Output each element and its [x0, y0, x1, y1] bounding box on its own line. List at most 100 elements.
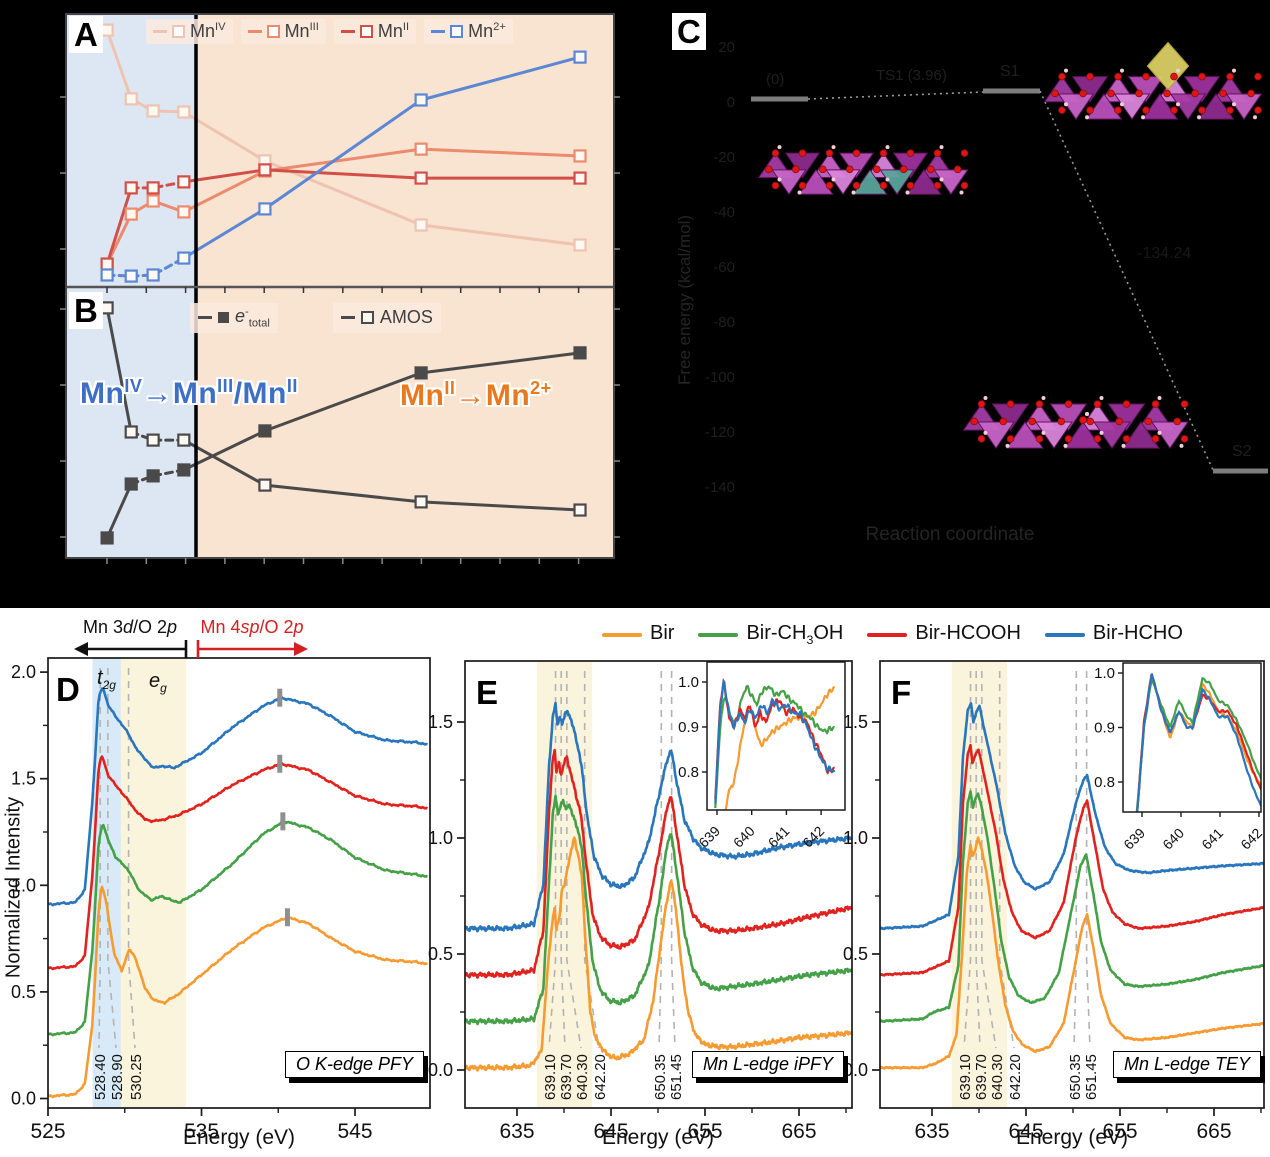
shaded-band [120, 658, 187, 1108]
yellow-octahedron [1146, 41, 1190, 91]
peak-value-label: 640.30 [989, 1054, 1006, 1100]
legend-label-amos: AMOS [379, 307, 433, 328]
mn4sp-o2p-label: Mn 4sp/O 2p [200, 617, 304, 637]
peak-dashed-line [107, 668, 117, 1049]
inset-ytick-label: 0.8 [678, 764, 699, 781]
data-point-marker [573, 238, 587, 252]
peak-dashed-line [975, 671, 981, 1049]
c-ytick-label: -80 [713, 314, 735, 331]
peak-value-label: 642.20 [592, 1054, 609, 1100]
legend-entry-bir-ch3oh: Bir-CH3OH [698, 622, 843, 647]
spectrum-Bir [880, 836, 1264, 1070]
data-point-marker [573, 346, 587, 360]
annotation-mn2-to-mn2plus: MnII→Mn2+ [400, 378, 552, 412]
ytick-label: 0.0 [428, 1060, 453, 1080]
annotation-mn4-to-mn3: MnIV→MnIII/MnII [80, 376, 298, 410]
data-point-marker [258, 478, 272, 492]
crystal-structure [962, 396, 1189, 450]
mn3d-arrowhead [74, 642, 88, 656]
bir-hcho-line-sample [1044, 632, 1085, 637]
data-point-marker [258, 202, 272, 216]
panelE_inset-background [707, 662, 845, 810]
peak-dashed-line [566, 671, 582, 1049]
level-label-s2: S2 [1232, 443, 1252, 460]
legend-label-bir: Bir [650, 622, 675, 644]
normalized-intensity-label: Normalized Intensity [2, 796, 25, 979]
mn2plus-line-sample [431, 30, 446, 33]
peak-value-label: 528.90 [109, 1054, 126, 1100]
data-point-marker [146, 433, 160, 447]
spectrum-Bir-HCHO [465, 701, 852, 933]
spectrum-Bir-CH3OH [465, 794, 852, 1026]
panel-a-legend: MnIV MnIII MnII Mn2+ [146, 19, 513, 44]
spectrum-Bir [465, 836, 852, 1072]
legend-label-bir-hcooh: Bir-HCOOH [915, 622, 1021, 644]
data-point-marker [100, 23, 114, 37]
panelD-frame [47, 657, 431, 1109]
energy-axis-label-d: Energy (eV) [182, 1126, 296, 1149]
xtick-label: 525 [30, 1120, 65, 1143]
peak-value-label: 642.20 [1007, 1054, 1024, 1100]
spectrum-Bir-HCOOH [48, 755, 428, 971]
legend-entry-mn4: MnIV [146, 19, 233, 44]
data-point-marker [414, 142, 428, 156]
energy-drop-annotation: -134.24 [1137, 245, 1191, 262]
spectrum-Bir-CH3OH [48, 820, 428, 1037]
mn2plus-marker-sample [450, 25, 464, 38]
c-ytick-label: 20 [718, 39, 735, 56]
ytick-label: 1.0 [843, 828, 868, 848]
legend-entry-mn2plus: Mn2+ [424, 19, 513, 44]
panel-a-letter: A [69, 16, 103, 53]
data-point-marker [573, 149, 587, 163]
c-ytick-label: -60 [713, 259, 735, 276]
spectrum-Bir-HCOOH [465, 748, 852, 979]
inset-ytick-label: 0.9 [678, 719, 699, 736]
bir-line-sample [602, 632, 642, 637]
c-ytick-label: -120 [705, 424, 735, 441]
peak-value-label: 639.10 [957, 1054, 974, 1100]
data-point-marker [414, 93, 428, 107]
inset-spectrum-Bir [724, 685, 836, 810]
ytick-label: 0.0 [11, 1089, 36, 1109]
bir-hcooh-line-sample [867, 632, 908, 637]
ytick-label: 1.0 [428, 828, 453, 848]
o-kedge-pfy-box: O K-edge PFY [285, 1051, 425, 1078]
spectrum-Bir [48, 885, 429, 1099]
bir-ch3oh-line-sample [698, 632, 739, 637]
mn4sp-arrowhead [294, 642, 308, 656]
data-point-marker [146, 194, 160, 208]
legend-label-mn4: MnIV [190, 21, 226, 41]
legend-label-bir-hcho: Bir-HCHO [1092, 622, 1183, 644]
ytick-label: 0.0 [843, 1060, 868, 1080]
data-point-marker [100, 301, 114, 315]
data-point-marker [124, 477, 138, 491]
mn2-line-sample [340, 30, 355, 33]
data-point-marker [124, 425, 138, 439]
mn2-marker-sample [359, 25, 373, 38]
amos-line-sample [340, 316, 355, 320]
data-point-marker [573, 171, 587, 185]
ytick-label: 0.5 [428, 944, 453, 964]
data-point-marker [177, 251, 191, 265]
data-point-marker [124, 207, 138, 221]
c-xlabel: Reaction coordinate [866, 524, 1035, 545]
c-ytick-label: -40 [713, 204, 735, 221]
inset-spectrum-Bir-HCHO [1136, 673, 1261, 812]
peak-value-label: 651.45 [668, 1054, 685, 1100]
panel-b-letter: B [69, 292, 103, 329]
data-point-marker [177, 105, 191, 119]
data-point-marker [177, 205, 191, 219]
panel-e-letter: E [476, 674, 499, 711]
mn3d-o2p-label: Mn 3d/O 2p [82, 617, 178, 637]
inset-ytick-label: 1.0 [678, 674, 699, 691]
data-point-marker [414, 366, 428, 380]
peak-dashed-line [658, 671, 663, 1049]
panelF_inset-frame [1122, 662, 1262, 813]
data-point-marker [177, 463, 191, 477]
legend-label-mn2: MnII [377, 21, 410, 41]
mn-ledge-ipfy-box: Mn L-edge iPFY [692, 1051, 845, 1078]
mn3-marker-sample [266, 25, 280, 38]
legend-entry-mn3: MnIII [240, 19, 326, 44]
legend-entry-amos: AMOS [332, 303, 441, 333]
